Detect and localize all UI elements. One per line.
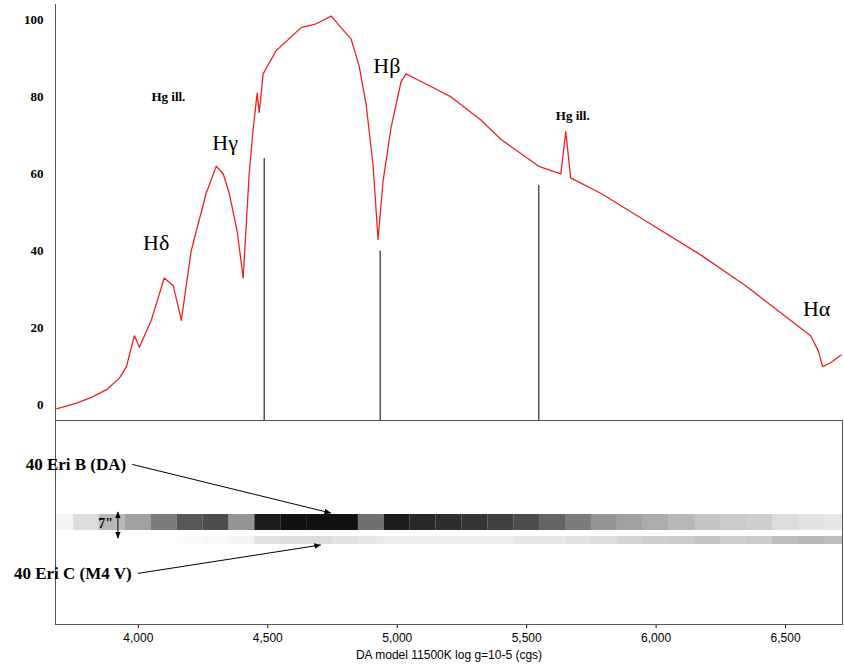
svg-text:Hγ: Hγ: [212, 130, 238, 155]
svg-text:6,500: 6,500: [771, 631, 801, 645]
svg-text:6,000: 6,000: [641, 631, 671, 645]
svg-text:100: 100: [24, 12, 44, 27]
svg-text:5,000: 5,000: [382, 631, 412, 645]
svg-text:80: 80: [31, 89, 44, 104]
svg-text:0: 0: [37, 397, 44, 412]
svg-text:40 Eri B (DA): 40 Eri B (DA): [26, 455, 127, 474]
svg-text:40: 40: [31, 243, 44, 258]
svg-text:40 Eri C (M4 V): 40 Eri C (M4 V): [14, 564, 132, 583]
svg-text:5,500: 5,500: [512, 631, 542, 645]
svg-text:7": 7": [98, 516, 113, 531]
svg-text:4,500: 4,500: [253, 631, 283, 645]
svg-text:Hg ill.: Hg ill.: [556, 108, 590, 123]
svg-text:20: 20: [31, 320, 44, 335]
svg-text:Hg ill.: Hg ill.: [151, 89, 185, 104]
svg-text:Hδ: Hδ: [143, 230, 169, 255]
svg-text:4,000: 4,000: [123, 631, 153, 645]
svg-text:Hβ: Hβ: [373, 53, 400, 78]
svg-text:DA model 11500K log g=10-5 (cg: DA model 11500K log g=10-5 (cgs): [356, 648, 542, 662]
svg-text:60: 60: [31, 166, 44, 181]
svg-text:Hα: Hα: [803, 296, 831, 321]
